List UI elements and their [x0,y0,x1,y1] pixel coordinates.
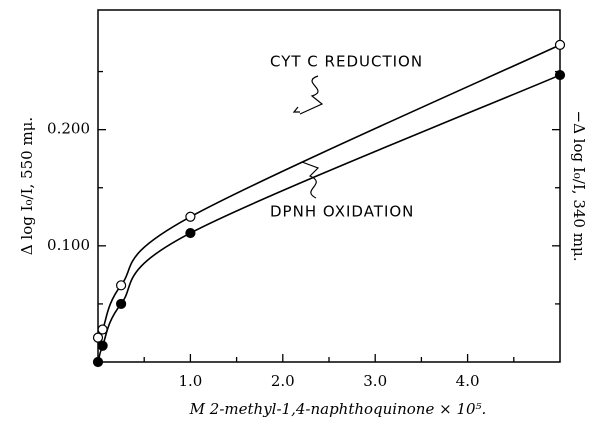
series-line [97,44,561,339]
data-point [185,211,196,222]
annotation: DPNH OXIDATION [270,203,414,221]
x-tick-label: 3.0 [363,372,387,390]
data-point [185,227,196,239]
data-point [92,332,104,343]
data-point [115,280,127,291]
y-tick-label: 0.100 [47,236,90,254]
x-tick-label: 1.0 [178,372,202,390]
y-tick-label: 0.200 [47,120,90,138]
arrow-head [292,106,300,113]
annotation: CYT C REDUCTION [270,53,423,71]
y2-axis-label: −Δ log I₀/I, 340 mμ. [570,111,588,262]
data-point [97,340,108,351]
x-tick-label: 4.0 [456,372,480,390]
data-point [115,298,127,310]
x-tick-label: 2.0 [271,372,295,390]
y-axis-label: Δ log I₀/I, 550 mμ. [18,117,36,255]
data-point [92,356,104,368]
data-point [554,39,566,50]
annotation-arrow [301,161,320,199]
x-axis-label: M 2-methyl-1,4-naphthoquinone × 10⁵. [189,400,487,418]
annotation-arrow [299,75,324,115]
data-point [554,69,566,81]
